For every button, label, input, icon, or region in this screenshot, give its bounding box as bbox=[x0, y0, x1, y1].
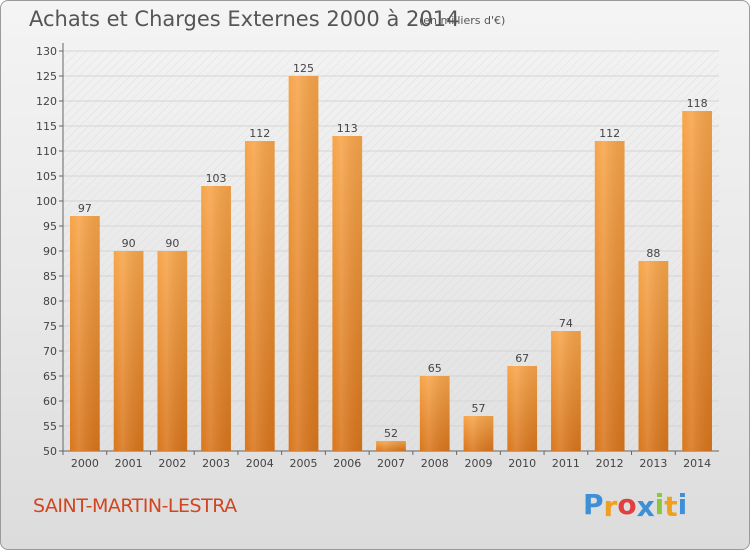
bar-shine-2008 bbox=[419, 376, 450, 451]
y-tick-label: 95 bbox=[43, 220, 57, 233]
value-label-2001: 90 bbox=[122, 237, 136, 250]
value-label-2013: 88 bbox=[646, 247, 660, 260]
logo-letter: i bbox=[677, 488, 688, 521]
bar-shine-2014 bbox=[682, 111, 713, 451]
x-tick-label-2007: 2007 bbox=[377, 457, 405, 470]
x-tick-label-2008: 2008 bbox=[421, 457, 449, 470]
bar-shine-2005 bbox=[288, 76, 319, 451]
y-tick-label: 80 bbox=[43, 295, 57, 308]
logo-letter: x bbox=[636, 490, 655, 523]
bar-shine-2006 bbox=[332, 136, 363, 451]
y-tick-label: 90 bbox=[43, 245, 57, 258]
x-tick-label-2011: 2011 bbox=[552, 457, 580, 470]
y-tick-label: 65 bbox=[43, 370, 57, 383]
chart-subtitle: (en milliers d'€) bbox=[419, 14, 506, 27]
value-label-2007: 52 bbox=[384, 427, 398, 440]
value-label-2014: 118 bbox=[687, 97, 708, 110]
x-tick-label-2013: 2013 bbox=[639, 457, 667, 470]
y-tick-label: 85 bbox=[43, 270, 57, 283]
value-label-2008: 65 bbox=[428, 362, 442, 375]
logo-letter: r bbox=[603, 490, 618, 523]
y-tick-label: 120 bbox=[36, 95, 57, 108]
bar-shine-2010 bbox=[507, 366, 538, 451]
value-label-2000: 97 bbox=[78, 202, 92, 215]
x-tick-label-2001: 2001 bbox=[115, 457, 143, 470]
bar-shine-2003 bbox=[201, 186, 231, 451]
town-name: SAINT-MARTIN-LESTRA bbox=[33, 495, 237, 517]
x-tick-label-2005: 2005 bbox=[290, 457, 318, 470]
bar-shine-2011 bbox=[551, 331, 581, 451]
logo-letter: P bbox=[583, 488, 604, 521]
y-tick-label: 70 bbox=[43, 345, 57, 358]
y-tick-label: 50 bbox=[43, 445, 57, 458]
y-tick-label: 105 bbox=[36, 170, 57, 183]
y-tick-label: 55 bbox=[43, 420, 57, 433]
value-label-2006: 113 bbox=[337, 122, 358, 135]
x-tick-label-2003: 2003 bbox=[202, 457, 230, 470]
logo-letter: i bbox=[654, 488, 665, 521]
value-label-2003: 103 bbox=[206, 172, 227, 185]
x-tick-label-2006: 2006 bbox=[333, 457, 361, 470]
bar-layer bbox=[69, 76, 713, 451]
bar-shine-2012 bbox=[594, 141, 625, 451]
y-tick-label: 110 bbox=[36, 145, 57, 158]
x-tick-label-2004: 2004 bbox=[246, 457, 274, 470]
bar-shine-2004 bbox=[244, 141, 275, 451]
bar-shine-2013 bbox=[638, 261, 669, 451]
bar-shine-2000 bbox=[69, 216, 100, 451]
x-tick-label-2014: 2014 bbox=[683, 457, 711, 470]
y-tick-label: 100 bbox=[36, 195, 57, 208]
x-tick-label-2000: 2000 bbox=[71, 457, 99, 470]
bar-shine-2007 bbox=[376, 441, 406, 451]
proxiti-logo: Proxiti bbox=[583, 488, 688, 523]
y-tick-label: 125 bbox=[36, 70, 57, 83]
value-label-2005: 125 bbox=[293, 62, 314, 75]
y-tick-label: 60 bbox=[43, 395, 57, 408]
y-tick-label: 115 bbox=[36, 120, 57, 133]
x-tick-label-2010: 2010 bbox=[508, 457, 536, 470]
value-label-2012: 112 bbox=[599, 127, 620, 140]
value-label-2002: 90 bbox=[165, 237, 179, 250]
value-label-2004: 112 bbox=[249, 127, 270, 140]
y-tick-label: 75 bbox=[43, 320, 57, 333]
value-label-2009: 57 bbox=[471, 402, 485, 415]
x-tick-label-2002: 2002 bbox=[158, 457, 186, 470]
logo-letter: t bbox=[664, 490, 678, 523]
label-layer: 97 90 90 103 112 125 113 52 65 57 67 74 112 88 118 bbox=[78, 62, 708, 440]
y-tick-label: 130 bbox=[36, 45, 57, 58]
value-label-2010: 67 bbox=[515, 352, 529, 365]
x-tick-label-2009: 2009 bbox=[464, 457, 492, 470]
bar-shine-2009 bbox=[463, 416, 494, 451]
value-label-2011: 74 bbox=[559, 317, 573, 330]
bar-shine-2002 bbox=[157, 251, 188, 451]
logo-letter: o bbox=[617, 488, 637, 521]
x-tick-label-2012: 2012 bbox=[596, 457, 624, 470]
bar-shine-2001 bbox=[113, 251, 144, 451]
chart-title: Achats et Charges Externes 2000 à 2014 bbox=[29, 7, 460, 31]
